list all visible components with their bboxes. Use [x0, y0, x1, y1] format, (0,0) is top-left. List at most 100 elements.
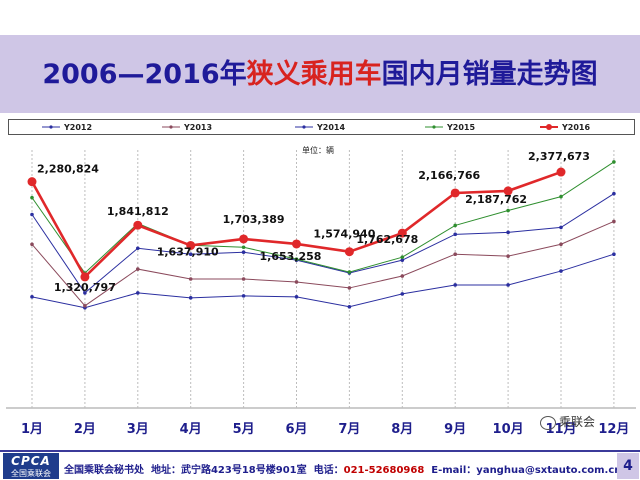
- x-tick-label: 9月: [444, 422, 466, 437]
- data-point: [453, 252, 458, 256]
- data-label: 1,320,797: [54, 281, 116, 294]
- data-point: [612, 252, 616, 256]
- title-band: [0, 35, 640, 113]
- footer-org: 全国乘联会秘书处: [64, 465, 144, 476]
- x-tick-label: 7月: [338, 422, 360, 437]
- x-tick-label: 5月: [233, 422, 255, 437]
- data-point: [612, 191, 616, 196]
- watermark: 乘联会: [540, 413, 595, 430]
- data-point: [559, 242, 563, 247]
- logo-sub-text: 全国乘联会: [11, 469, 51, 478]
- series-line: [31, 161, 615, 274]
- x-tick-label: 3月: [127, 422, 149, 437]
- unit-label: 单位：辆: [302, 145, 334, 155]
- logo-main-text: CPCA: [11, 454, 51, 468]
- data-point: [400, 255, 405, 259]
- wechat-icon: [540, 415, 556, 430]
- page-title: 2006—2016年狭义乘用车国内月销量走势图: [0, 52, 640, 91]
- data-point: [241, 245, 246, 250]
- data-point: [294, 280, 299, 284]
- data-point: [347, 304, 352, 309]
- data-label: 1,574,940: [313, 228, 375, 241]
- data-point: [506, 208, 510, 213]
- data-point: [30, 295, 34, 299]
- x-tick-label: 2月: [74, 422, 96, 437]
- legend-label: Y2014: [316, 123, 345, 132]
- legend-label: Y2012: [63, 123, 92, 132]
- legend-marker: [49, 125, 53, 129]
- footer-phone-label: 电话：: [313, 465, 344, 476]
- data-point: [453, 223, 458, 228]
- data-point: [241, 277, 246, 281]
- series-line: [31, 193, 615, 294]
- data-label: 1,653,258: [260, 250, 322, 263]
- data-point: [400, 292, 405, 296]
- data-point: [506, 230, 510, 235]
- data-point: [453, 232, 458, 237]
- data-point: [188, 277, 193, 281]
- x-tick-label: 4月: [180, 422, 202, 437]
- data-point: [80, 272, 90, 282]
- data-point: [612, 219, 616, 224]
- data-point: [400, 274, 405, 278]
- legend-label: Y2016: [561, 123, 590, 132]
- data-label: 1,841,812: [107, 205, 169, 218]
- data-point: [136, 246, 140, 251]
- data-point: [400, 258, 405, 262]
- data-label: 1,762,678: [356, 233, 418, 246]
- data-point: [397, 228, 407, 238]
- footer-contact: 全国乘联会秘书处 地址：武宁路423号18号楼901室 电话：021-52680…: [64, 461, 621, 476]
- data-point: [294, 295, 299, 299]
- footer-email-label: E-mail：: [431, 465, 477, 476]
- data-point: [347, 286, 352, 290]
- title-part-highlight: 狭义乘用车: [246, 59, 382, 90]
- data-point: [136, 267, 140, 271]
- data-point: [241, 294, 246, 298]
- data-point: [612, 160, 616, 164]
- legend-label: Y2013: [183, 123, 212, 132]
- data-point: [344, 247, 354, 257]
- data-point: [450, 188, 460, 198]
- footer-address: 地址：武宁路423号18号楼901室: [150, 465, 307, 476]
- data-label: 1,637,910: [157, 245, 219, 258]
- series-line: [31, 253, 615, 309]
- data-label: 2,280,824: [37, 163, 99, 176]
- data-point: [30, 242, 34, 247]
- legend-label: Y2015: [446, 123, 475, 132]
- chart-legend-box: [8, 119, 635, 135]
- legend-marker: [169, 125, 173, 129]
- legend-marker: [302, 125, 306, 129]
- data-label: 2,377,673: [528, 150, 590, 163]
- data-point: [347, 270, 352, 274]
- title-part-years: 2006—2016年: [42, 59, 247, 90]
- data-point: [559, 269, 563, 273]
- data-point: [136, 291, 140, 295]
- data-point: [294, 257, 299, 261]
- data-point: [503, 186, 513, 196]
- title-part-rest: 国内月销量走势图: [381, 59, 598, 90]
- data-point: [556, 167, 566, 177]
- x-tick-label: 8月: [391, 422, 413, 437]
- footer-email: yanghua@sxtauto.com.cn: [476, 465, 622, 476]
- data-point: [188, 252, 193, 256]
- page-number: 4: [617, 453, 639, 479]
- x-tick-label: 6月: [285, 422, 307, 437]
- watermark-text: 乘联会: [559, 415, 596, 429]
- series-line: [31, 220, 615, 307]
- data-point: [506, 283, 510, 287]
- legend-marker: [546, 124, 552, 130]
- data-point: [241, 250, 246, 255]
- x-tick-label: 10月: [493, 422, 524, 437]
- data-point: [453, 283, 458, 287]
- data-point: [27, 177, 37, 187]
- data-point: [188, 296, 193, 300]
- data-point: [186, 240, 196, 250]
- data-point: [559, 225, 563, 230]
- data-point: [30, 212, 34, 217]
- data-point: [239, 234, 249, 244]
- data-label: 1,703,389: [223, 213, 285, 226]
- data-point: [292, 239, 301, 249]
- x-tick-label: 12月: [598, 422, 629, 437]
- x-tick-label: 1月: [21, 422, 43, 437]
